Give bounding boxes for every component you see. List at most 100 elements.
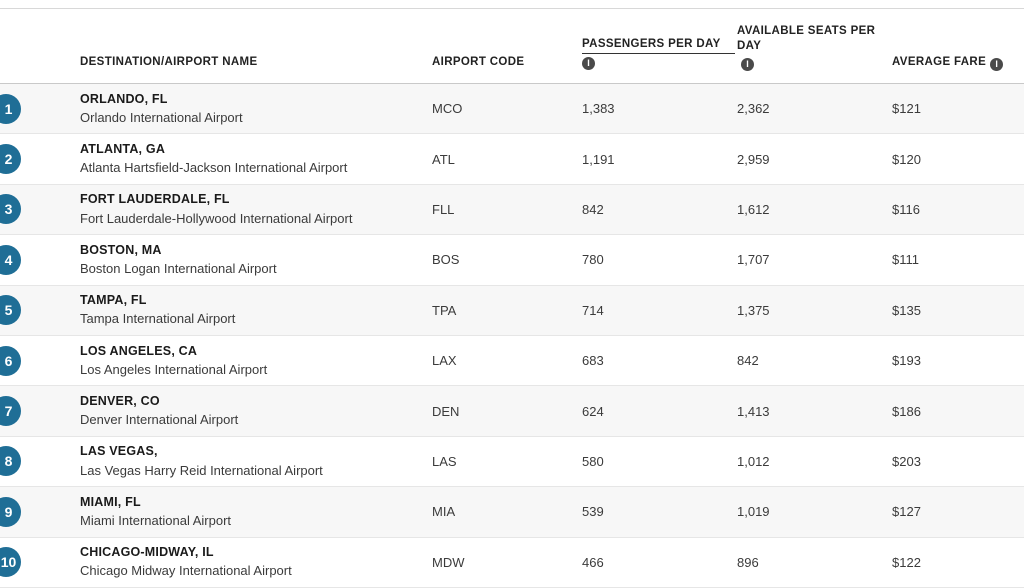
destination-cell: ATLANTA, GA Atlanta Hartsfield-Jackson In… <box>40 133 430 185</box>
table-row[interactable]: 9 MIAMI, FL Miami International Airport MIA… <box>0 486 1024 538</box>
table-row[interactable]: 3 FORT LAUDERDALE, FL Fort Lauderdale-Holl… <box>0 184 1024 236</box>
destination-city: ATLANTA, GA <box>80 142 166 157</box>
rank-cell: 4 <box>0 234 40 286</box>
destination-cell: CHICAGO-MIDWAY, IL Chicago Midway Interna… <box>40 537 430 588</box>
rank-badge: 4 <box>0 244 21 275</box>
passengers-per-day-cell: 1,383 <box>580 83 735 135</box>
average-fare-cell: $135 <box>890 285 1024 336</box>
rank-badge: 2 <box>0 144 21 175</box>
airport-code-cell: LAS <box>430 436 580 488</box>
average-fare-cell: $186 <box>890 385 1024 437</box>
average-fare-cell: $127 <box>890 486 1024 538</box>
rank-badge: 1 <box>0 93 21 124</box>
destination-airport-name: Las Vegas Harry Reid International Airpo… <box>80 462 323 478</box>
passengers-per-day-cell: 539 <box>580 486 735 538</box>
destination-cell: DENVER, CO Denver International Airport <box>40 385 430 437</box>
info-icon-available-seats-per-day[interactable]: i <box>741 58 754 71</box>
rank-badge: 5 <box>0 295 21 326</box>
available-seats-per-day-cell: 2,959 <box>735 133 890 185</box>
destination-city: ORLANDO, FL <box>80 91 168 106</box>
airport-code-cell: DEN <box>430 385 580 437</box>
average-fare-cell: $121 <box>890 83 1024 135</box>
destination-cell: ORLANDO, FL Orlando International Airport <box>40 83 430 135</box>
destination-city: LAS VEGAS, <box>80 444 158 459</box>
destination-city: MIAMI, FL <box>80 494 141 509</box>
table-header: DESTINATION/AIRPORT NAME AIRPORT CODE PA… <box>0 9 1024 84</box>
destination-city: TAMPA, FL <box>80 293 147 308</box>
average-fare-cell: $203 <box>890 436 1024 488</box>
airport-code-cell: MCO <box>430 83 580 135</box>
destination-cell: LAS VEGAS, Las Vegas Harry Reid Internati… <box>40 436 430 488</box>
rank-cell: 8 <box>0 436 40 488</box>
available-seats-per-day-cell: 842 <box>735 335 890 387</box>
rank-cell: 1 <box>0 83 40 135</box>
average-fare-cell: $116 <box>890 184 1024 236</box>
destination-airport-name: Los Angeles International Airport <box>80 361 268 377</box>
rank-cell: 9 <box>0 486 40 538</box>
table-row[interactable]: 2 ATLANTA, GA Atlanta Hartsfield-Jackson I… <box>0 133 1024 185</box>
airport-code-cell: LAX <box>430 335 580 387</box>
airport-code-cell: TPA <box>430 285 580 336</box>
available-seats-per-day-cell: 896 <box>735 537 890 588</box>
passengers-per-day-cell: 466 <box>580 537 735 588</box>
table-row[interactable]: 6 LOS ANGELES, CA Los Angeles Internationa… <box>0 335 1024 387</box>
available-seats-per-day-cell: 2,362 <box>735 83 890 135</box>
rank-cell: 5 <box>0 285 40 336</box>
airport-code-cell: ATL <box>430 133 580 185</box>
column-header-airport-code-label: AIRPORT CODE <box>432 56 525 69</box>
rank-badge: 10 <box>0 547 21 578</box>
passengers-per-day-cell: 580 <box>580 436 735 488</box>
table-body: 1 ORLANDO, FL Orlando International Airpor… <box>0 83 1024 588</box>
destination-cell: MIAMI, FL Miami International Airport <box>40 486 430 538</box>
top-destinations-table: DESTINATION/AIRPORT NAME AIRPORT CODE PA… <box>0 9 1024 588</box>
rank-cell: 6 <box>0 335 40 387</box>
airport-code-cell: MDW <box>430 537 580 588</box>
destination-city: DENVER, CO <box>80 394 160 409</box>
column-header-available-seats-per-day: AVAILABLE SEATS PER DAY i <box>735 9 890 84</box>
column-header-passengers-per-day[interactable]: PASSENGERS PER DAY i <box>580 9 735 84</box>
column-header-average-fare: AVERAGE FARE i <box>890 9 1024 84</box>
average-fare-cell: $120 <box>890 133 1024 185</box>
rank-cell: 10 <box>0 537 40 588</box>
table-row[interactable]: 10 CHICAGO-MIDWAY, IL Chicago Midway Inter… <box>0 537 1024 588</box>
table-row[interactable]: 1 ORLANDO, FL Orlando International Airpor… <box>0 83 1024 135</box>
rank-badge: 9 <box>0 496 21 527</box>
column-header-available-seats-per-day-label: AVAILABLE SEATS PER DAY <box>737 24 876 53</box>
available-seats-per-day-cell: 1,019 <box>735 486 890 538</box>
destination-airport-name: Orlando International Airport <box>80 109 243 125</box>
available-seats-per-day-cell: 1,012 <box>735 436 890 488</box>
column-header-passengers-per-day-label: PASSENGERS PER DAY <box>582 37 735 55</box>
table-row[interactable]: 5 TAMPA, FL Tampa International Airport TPA… <box>0 285 1024 336</box>
table-row[interactable]: 7 DENVER, CO Denver International Airport D… <box>0 385 1024 437</box>
info-icon-passengers-per-day[interactable]: i <box>582 57 595 71</box>
passengers-per-day-cell: 1,191 <box>580 133 735 185</box>
column-header-destination-label: DESTINATION/AIRPORT NAME <box>80 56 258 69</box>
rank-cell: 3 <box>0 184 40 236</box>
passengers-per-day-cell: 624 <box>580 385 735 437</box>
available-seats-per-day-cell: 1,413 <box>735 385 890 437</box>
rank-badge: 6 <box>0 345 21 376</box>
passengers-per-day-cell: 714 <box>580 285 735 336</box>
rank-badge: 7 <box>0 396 21 427</box>
passengers-per-day-cell: 780 <box>580 234 735 286</box>
available-seats-per-day-cell: 1,612 <box>735 184 890 236</box>
destination-city: FORT LAUDERDALE, FL <box>80 192 230 207</box>
destination-airport-name: Fort Lauderdale-Hollywood International … <box>80 210 353 226</box>
destination-airport-name: Miami International Airport <box>80 512 232 528</box>
column-header-rank <box>0 9 40 84</box>
table-row[interactable]: 8 LAS VEGAS, Las Vegas Harry Reid Internat… <box>0 436 1024 488</box>
destination-cell: BOSTON, MA Boston Logan International Air… <box>40 234 430 286</box>
rank-cell: 7 <box>0 385 40 437</box>
table-row[interactable]: 4 BOSTON, MA Boston Logan International Ai… <box>0 234 1024 286</box>
info-icon-average-fare[interactable]: i <box>990 58 1004 71</box>
rank-cell: 2 <box>0 133 40 185</box>
airport-code-cell: MIA <box>430 486 580 538</box>
average-fare-cell: $122 <box>890 537 1024 588</box>
airport-code-cell: FLL <box>430 184 580 236</box>
passengers-per-day-cell: 842 <box>580 184 735 236</box>
passengers-per-day-cell: 683 <box>580 335 735 387</box>
destination-cell: LOS ANGELES, CA Los Angeles International… <box>40 335 430 387</box>
average-fare-cell: $111 <box>890 234 1024 286</box>
available-seats-per-day-cell: 1,375 <box>735 285 890 336</box>
